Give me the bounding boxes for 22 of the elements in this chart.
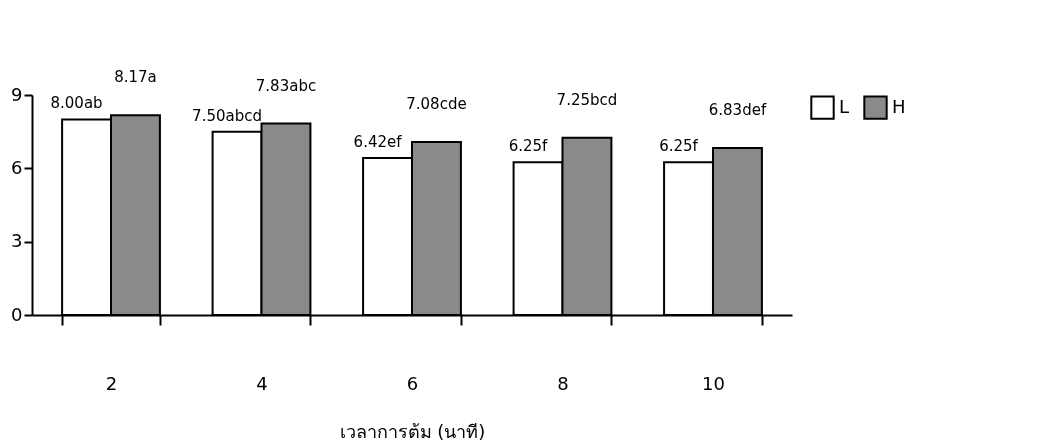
data-label: 7.83abc <box>255 76 317 95</box>
data-label: 7.25bcd <box>556 90 618 109</box>
data-label: 6.42ef <box>353 133 403 152</box>
y-tick-label: 0 <box>11 303 23 325</box>
x-tick-label: 8 <box>557 372 569 394</box>
y-tick-label: 6 <box>11 156 23 178</box>
data-label: 6.83def <box>708 101 767 120</box>
x-axis-title: เวลาการต้ม (นาที) <box>339 420 486 442</box>
x-tick-label: 4 <box>256 372 268 394</box>
y-tick-label: 3 <box>11 230 23 252</box>
data-label: 6.25f <box>508 137 549 156</box>
data-label: 6.25f <box>659 137 699 156</box>
data-label: 8.17a <box>114 68 157 87</box>
y-tick-label: 9 <box>11 83 23 105</box>
x-tick-label: 2 <box>105 372 118 394</box>
x-tick-label: 10 <box>702 372 725 394</box>
legend-label: L <box>839 95 850 117</box>
data-label: 7.50abcd <box>192 106 262 125</box>
data-label: 8.00ab <box>50 94 103 113</box>
x-tick-label: 6 <box>406 372 419 394</box>
data-label: 7.08cde <box>406 94 467 113</box>
legend-label: H <box>892 95 906 117</box>
